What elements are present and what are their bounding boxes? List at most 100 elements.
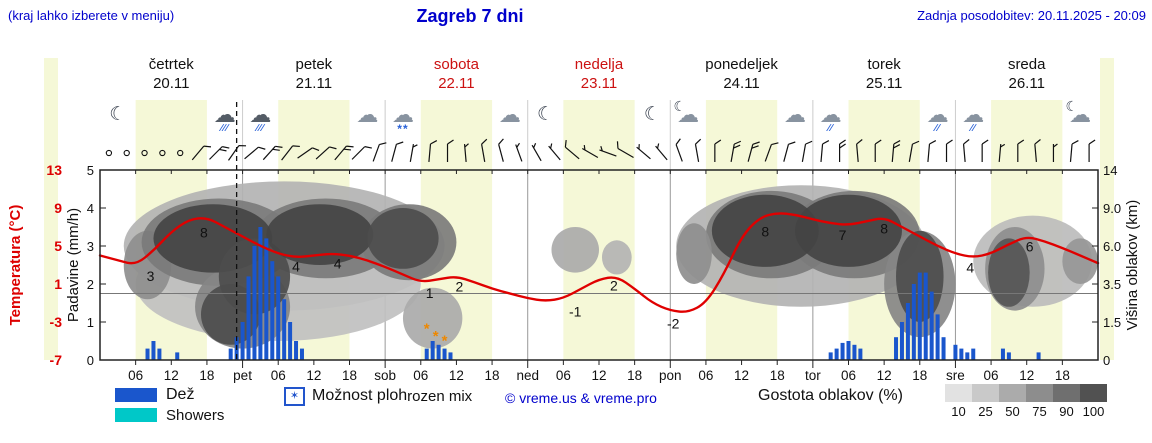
svg-text:2: 2 (456, 278, 464, 294)
day-header-nedelja: nedelja 23.11 (524, 55, 674, 93)
day-header-sobota: sobota 22.11 (381, 55, 531, 93)
page-title: Zagreb 7 dni (416, 6, 524, 26)
svg-text:-3: -3 (50, 314, 63, 330)
density-cell (1053, 384, 1080, 402)
day-date: 20.11 (153, 75, 190, 92)
svg-text:0: 0 (87, 353, 94, 368)
svg-text:3.5: 3.5 (1103, 277, 1121, 292)
possible-showers-icon: ✶ (284, 387, 305, 406)
svg-text:4: 4 (87, 201, 94, 216)
svg-text:5: 5 (87, 163, 94, 178)
svg-text:4: 4 (292, 259, 300, 275)
moon-cloud-icon: ☾ ☁ (1065, 98, 1092, 127)
svg-text:pet: pet (233, 368, 252, 383)
day-date: 26.11 (1008, 75, 1045, 92)
svg-text:18: 18 (770, 368, 785, 383)
day-date: 23.11 (580, 75, 618, 92)
moon-icon: ☾ (537, 104, 555, 125)
day-date: 24.11 (723, 75, 760, 92)
svg-text:12: 12 (877, 368, 892, 383)
temperature-line (98, 212, 1100, 313)
svg-text:18: 18 (1055, 368, 1070, 383)
svg-text:3: 3 (147, 268, 155, 284)
density-tick-label: 75 (1032, 404, 1047, 419)
svg-text:Padavine (mm/h): Padavine (mm/h) (65, 208, 82, 322)
day-date: 22.11 (438, 75, 475, 92)
svg-text:12: 12 (591, 368, 606, 383)
svg-text:06: 06 (984, 368, 999, 383)
copyright-link[interactable]: © vreme.us & vreme.pro (505, 390, 657, 406)
moon-icon: ☾ (643, 104, 661, 125)
density-cell (1026, 384, 1053, 402)
day-name: sobota (433, 56, 479, 73)
day-name: torek (867, 56, 901, 73)
svg-text:5: 5 (54, 238, 62, 254)
svg-text:sob: sob (374, 368, 396, 383)
svg-text:8: 8 (200, 225, 208, 241)
location-menu-hint: (kraj lahko izberete v meniju) (8, 8, 175, 23)
svg-text:18: 18 (912, 368, 927, 383)
rain-heavy-icon: ☁∕∕∕ (249, 102, 272, 134)
svg-text:4: 4 (334, 256, 342, 272)
svg-text:12: 12 (164, 368, 179, 383)
svg-text:18: 18 (485, 368, 500, 383)
day-header-petek: petek 21.11 (239, 55, 389, 93)
day-name: ponedeljek (705, 56, 778, 73)
svg-text:8: 8 (880, 221, 888, 237)
svg-text:12: 12 (449, 368, 464, 383)
density-cell (972, 384, 999, 402)
svg-text:8: 8 (761, 224, 769, 240)
svg-text:7: 7 (839, 227, 847, 243)
svg-text:Višina oblakov (km): Višina oblakov (km) (1124, 200, 1141, 331)
cloud-density-blobs (123, 181, 1098, 349)
day-header-ponedeljek: ponedeljek 24.11 (667, 55, 817, 93)
svg-text:2: 2 (610, 277, 618, 293)
rain-swatch (115, 388, 157, 402)
cloud-icon: ☁ (784, 102, 807, 127)
day-name: sreda (1007, 56, 1046, 73)
legend-bar: Dež Showers ✶ Možnost ploh Frozen mix © … (0, 382, 1152, 442)
svg-text:-1: -1 (569, 303, 582, 319)
density-tick-label: 25 (978, 404, 993, 419)
svg-text:13: 13 (46, 162, 62, 178)
possible-showers-label: Možnost ploh (312, 387, 409, 405)
last-update-text: Zadnja posodobitev: 20.11.2025 - 20:09 (917, 8, 1146, 23)
day-date: 21.11 (295, 75, 333, 92)
cloud-rain-icon: ☁∕∕ (926, 102, 949, 134)
cloud-density-ticks: 10 25 50 75 90 100 (945, 404, 1107, 419)
svg-text:9.0: 9.0 (1103, 201, 1121, 216)
axis-titles: Temperatura (°C) Padavine (mm/h) Višina ob… (7, 200, 1141, 331)
moon-cloud-icon: ☾ ☁ (673, 98, 700, 127)
svg-text:06: 06 (413, 368, 428, 383)
svg-text:sre: sre (946, 368, 965, 383)
cloud-rain-icon: ☁∕∕ (819, 102, 842, 134)
svg-text:06: 06 (128, 368, 143, 383)
density-tick-label: 100 (1082, 404, 1105, 419)
svg-text:12: 12 (1019, 368, 1034, 383)
svg-text:18: 18 (199, 368, 214, 383)
density-tick-label: 10 (951, 404, 966, 419)
svg-text:3: 3 (87, 239, 94, 254)
density-cell (999, 384, 1026, 402)
density-tick-label: 50 (1005, 404, 1020, 419)
day-header-torek: torek 25.11 (809, 55, 959, 93)
rain-legend-label: Dež (166, 386, 195, 403)
density-cell (945, 384, 972, 402)
density-cell (1080, 384, 1107, 402)
wind-barbs (105, 138, 1096, 163)
svg-text:1: 1 (87, 315, 94, 330)
svg-text:1: 1 (54, 276, 62, 292)
svg-text:1: 1 (426, 285, 434, 301)
frozen-mix-markers: * * * (424, 320, 448, 349)
showers-swatch (115, 408, 157, 422)
cloud-rain-icon: ☁∕∕ (962, 102, 985, 134)
svg-text:14: 14 (1103, 163, 1117, 178)
svg-text:2: 2 (87, 277, 94, 292)
svg-text:*: * (424, 320, 430, 337)
precipitation-bars (145, 227, 1041, 360)
cloud-mix-icon: ☁** (391, 102, 414, 136)
day-name: nedelja (574, 56, 624, 73)
cloud-density-label: Gostota oblakov (%) (758, 387, 903, 404)
